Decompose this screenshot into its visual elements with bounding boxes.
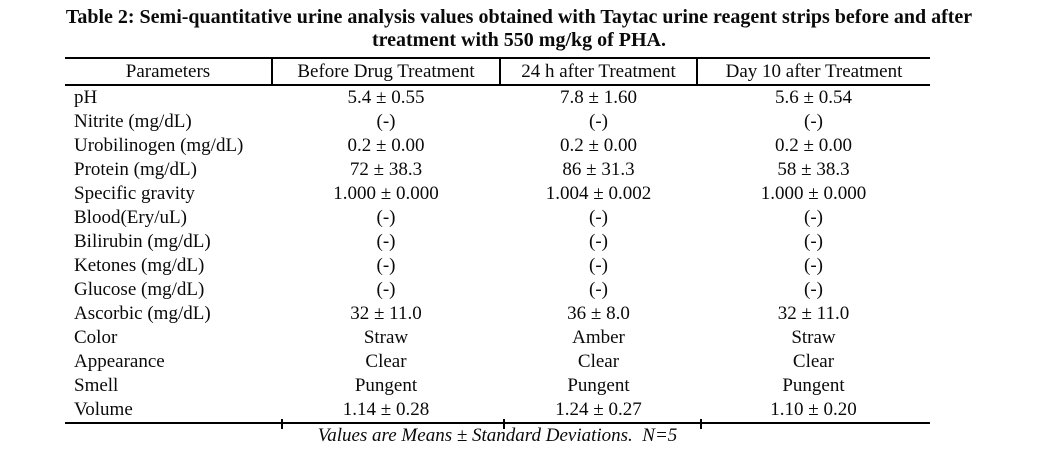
value-cell-24h-after-treatment: Amber bbox=[572, 327, 625, 348]
table-row: Volume 1.14 ± 0.28 1.24 ± 0.27 1.10 ± 0.… bbox=[65, 398, 930, 423]
value-cell-before-treatment: 1.14 ± 0.28 bbox=[342, 399, 430, 420]
value-cell-day10-after-treatment: (-) bbox=[804, 279, 823, 300]
parameter-cell: Specific gravity bbox=[74, 183, 195, 204]
column-header-day10-after-treatment: Day 10 after Treatment bbox=[696, 58, 930, 86]
table-footnote: Values are Means ± Standard Deviations. … bbox=[317, 425, 678, 446]
parameter-cell: Color bbox=[74, 327, 118, 348]
value-cell-24h-after-treatment: 1.24 ± 0.27 bbox=[555, 399, 642, 420]
header-row: Parameters Before Drug Treatment 24 h af… bbox=[65, 58, 930, 86]
table-row: Nitrite (mg/dL) (-) (-) (-) bbox=[65, 110, 930, 134]
parameter-cell: Appearance bbox=[74, 351, 165, 372]
parameter-cell: Protein (mg/dL) bbox=[74, 159, 197, 180]
column-header-24h-after-treatment: 24 h after Treatment bbox=[499, 58, 697, 86]
value-cell-before-treatment: (-) bbox=[376, 231, 396, 252]
parameter-cell: Ascorbic (mg/dL) bbox=[74, 303, 211, 324]
value-cell-before-treatment: 32 ± 11.0 bbox=[350, 303, 422, 324]
value-cell-24h-after-treatment: (-) bbox=[589, 111, 608, 132]
value-cell-24h-after-treatment: (-) bbox=[589, 231, 608, 252]
table-row: pH 5.4 ± 0.55 7.8 ± 1.60 5.6 ± 0.54 bbox=[65, 85, 930, 110]
table-row: Smell Pungent Pungent Pungent bbox=[65, 374, 930, 398]
value-cell-day10-after-treatment: (-) bbox=[804, 255, 823, 276]
column-boundary-tick bbox=[281, 419, 283, 429]
value-cell-before-treatment: 0.2 ± 0.00 bbox=[347, 135, 425, 156]
value-cell-day10-after-treatment: Clear bbox=[792, 351, 835, 372]
value-cell-day10-after-treatment: (-) bbox=[804, 231, 823, 252]
table-row: Glucose (mg/dL) (-) (-) (-) bbox=[65, 278, 930, 302]
value-cell-24h-after-treatment: (-) bbox=[589, 207, 608, 228]
table-row: Ketones (mg/dL) (-) (-) (-) bbox=[65, 254, 930, 278]
value-cell-before-treatment: Pungent bbox=[354, 375, 418, 396]
urine-analysis-table: Parameters Before Drug Treatment 24 h af… bbox=[65, 57, 930, 424]
column-boundary-tick bbox=[503, 419, 505, 429]
column-header-parameters: Parameters bbox=[65, 58, 272, 86]
value-cell-day10-after-treatment: Straw bbox=[791, 327, 836, 348]
value-cell-before-treatment: (-) bbox=[376, 255, 396, 276]
caption-line-1: Table 2: Semi-quantitative urine analysi… bbox=[65, 6, 973, 28]
table-row: Bilirubin (mg/dL) (-) (-) (-) bbox=[65, 230, 930, 254]
parameter-cell: Ketones (mg/dL) bbox=[74, 255, 205, 276]
value-cell-before-treatment: (-) bbox=[376, 111, 396, 132]
parameter-cell: Blood(Ery/uL) bbox=[74, 207, 187, 228]
caption-line-2: treatment with 550 mg/kg of PHA. bbox=[371, 29, 667, 51]
table-row: Urobilinogen (mg/dL) 0.2 ± 0.00 0.2 ± 0.… bbox=[65, 134, 930, 158]
value-cell-day10-after-treatment: 0.2 ± 0.00 bbox=[775, 135, 852, 156]
value-cell-before-treatment: (-) bbox=[376, 279, 396, 300]
parameter-cell: Volume bbox=[74, 399, 133, 420]
value-cell-24h-after-treatment: Clear bbox=[577, 351, 620, 372]
value-cell-before-treatment: (-) bbox=[376, 207, 396, 228]
value-cell-24h-after-treatment: (-) bbox=[589, 255, 608, 276]
value-cell-day10-after-treatment: 1.000 ± 0.000 bbox=[760, 183, 867, 204]
value-cell-day10-after-treatment: 32 ± 11.0 bbox=[777, 303, 850, 324]
value-cell-before-treatment: Clear bbox=[365, 351, 407, 372]
value-cell-day10-after-treatment: 1.10 ± 0.20 bbox=[770, 399, 857, 420]
column-boundary-tick bbox=[700, 419, 702, 429]
value-cell-before-treatment: 1.000 ± 0.000 bbox=[333, 183, 439, 204]
value-cell-before-treatment: 72 ± 38.3 bbox=[349, 159, 423, 180]
parameter-cell: Smell bbox=[74, 375, 119, 396]
value-cell-24h-after-treatment: 36 ± 8.0 bbox=[567, 303, 630, 324]
value-cell-day10-after-treatment: (-) bbox=[804, 207, 823, 228]
table-caption: Table 2: Semi-quantitative urine analysi… bbox=[0, 6, 1038, 52]
value-cell-before-treatment: 5.4 ± 0.55 bbox=[347, 87, 425, 108]
value-cell-day10-after-treatment: Pungent bbox=[782, 375, 845, 396]
parameter-cell: Glucose (mg/dL) bbox=[74, 279, 205, 300]
value-cell-day10-after-treatment: (-) bbox=[804, 111, 823, 132]
value-cell-24h-after-treatment: 86 ± 31.3 bbox=[562, 159, 635, 180]
parameter-cell: pH bbox=[74, 87, 98, 108]
table-row: Ascorbic (mg/dL) 32 ± 11.0 36 ± 8.0 32 ±… bbox=[65, 302, 930, 326]
value-cell-24h-after-treatment: 1.004 ± 0.002 bbox=[545, 183, 652, 204]
value-cell-24h-after-treatment: Pungent bbox=[567, 375, 630, 396]
value-cell-day10-after-treatment: 58 ± 38.3 bbox=[777, 159, 850, 180]
value-cell-24h-after-treatment: 7.8 ± 1.60 bbox=[560, 87, 637, 108]
table-row: Specific gravity 1.000 ± 0.000 1.004 ± 0… bbox=[65, 182, 930, 206]
table-row: Color Straw Amber Straw bbox=[65, 326, 930, 350]
table-row: Protein (mg/dL) 72 ± 38.3 86 ± 31.3 58 ±… bbox=[65, 158, 930, 182]
value-cell-before-treatment: Straw bbox=[363, 327, 409, 348]
value-cell-24h-after-treatment: 0.2 ± 0.00 bbox=[560, 135, 637, 156]
value-cell-24h-after-treatment: (-) bbox=[589, 279, 608, 300]
parameter-cell: Bilirubin (mg/dL) bbox=[74, 231, 211, 252]
parameter-cell: Urobilinogen (mg/dL) bbox=[74, 135, 244, 156]
value-cell-day10-after-treatment: 5.6 ± 0.54 bbox=[775, 87, 852, 108]
parameter-cell: Nitrite (mg/dL) bbox=[74, 111, 192, 132]
column-header-before-treatment: Before Drug Treatment bbox=[271, 58, 500, 86]
table-row: Appearance Clear Clear Clear bbox=[65, 350, 930, 374]
table-row: Blood(Ery/uL) (-) (-) (-) bbox=[65, 206, 930, 230]
